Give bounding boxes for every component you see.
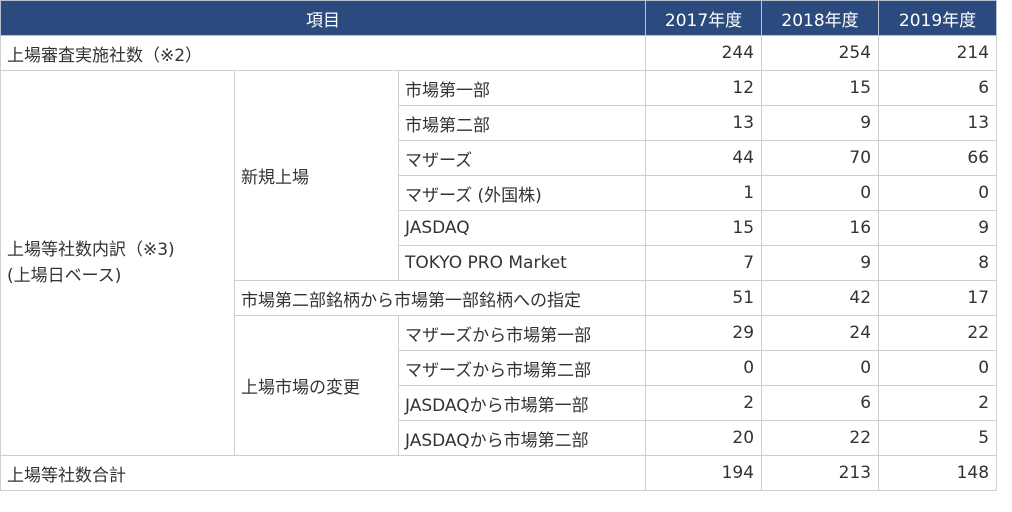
breakdown-label-line2: (上場日ベース): [7, 266, 122, 286]
table-row: TOKYO PRO Market 7 9 8: [1, 245, 998, 281]
sub-label: 市場第一部: [397, 70, 647, 106]
cell-value: 22: [878, 315, 998, 351]
breakdown-label-line1: 上場等社数内訳（※3): [7, 240, 175, 260]
cell-value: 7: [645, 245, 763, 281]
cell-value: 0: [761, 175, 880, 211]
row-label-designation: 市場第二部銘柄から市場第一部銘柄への指定: [233, 280, 647, 316]
listing-statistics-table-container: 項目 2017年度 2018年度 2019年度 上場審査実施社数（※2） 244…: [0, 0, 998, 491]
table-row: JASDAQから市場第二部 20 22 5: [1, 420, 998, 456]
cell-value: 9: [878, 210, 998, 246]
sub-label: マザーズ: [397, 140, 647, 176]
cell-value: 8: [878, 245, 998, 281]
cell-value: 12: [645, 70, 763, 106]
cell-value: 13: [645, 105, 763, 141]
table-row-total: 上場等社数合計 194 213 148: [0, 455, 998, 491]
cell-value: 42: [761, 280, 880, 316]
cell-value: 0: [878, 350, 998, 386]
cell-value: 6: [761, 385, 880, 421]
group-label-new-listing: 新規上場: [234, 70, 399, 281]
cell-value: 244: [645, 35, 763, 71]
header-year-2017: 2017年度: [645, 0, 763, 36]
cell-value: 15: [761, 70, 880, 106]
table-row-designation: 市場第二部銘柄から市場第一部銘柄への指定 51 42 17: [1, 280, 998, 316]
table-row: 上場等社数内訳（※3) (上場日ベース) 新規上場 市場第一部 12 15 6: [0, 70, 998, 456]
cell-value: 16: [761, 210, 880, 246]
cell-value: 254: [761, 35, 880, 71]
cell-value: 70: [761, 140, 880, 176]
cell-value: 0: [645, 350, 763, 386]
cell-value: 213: [761, 455, 880, 491]
sub-label: 市場第二部: [397, 105, 647, 141]
cell-value: 24: [761, 315, 880, 351]
cell-value: 1: [645, 175, 763, 211]
row-label-total: 上場等社数合計: [0, 455, 647, 491]
table-row: 上場市場の変更 マザーズから市場第一部 29 24 22: [1, 315, 998, 456]
table-row: JASDAQから市場第一部 2 6 2: [1, 385, 998, 421]
row-label-review: 上場審査実施社数（※2）: [0, 35, 647, 71]
cell-value: 13: [878, 105, 998, 141]
header-year-2019: 2019年度: [878, 0, 998, 36]
header-item: 項目: [0, 0, 647, 36]
cell-value: 214: [878, 35, 998, 71]
sub-label: JASDAQから市場第一部: [397, 385, 647, 421]
cell-value: 20: [645, 420, 763, 456]
cell-value: 0: [761, 350, 880, 386]
sub-label: マザーズ (外国株): [397, 175, 647, 211]
sub-label: JASDAQ: [397, 210, 647, 246]
cell-value: 66: [878, 140, 998, 176]
group-label-market-change: 上場市場の変更: [234, 315, 399, 456]
sub-label: TOKYO PRO Market: [397, 245, 647, 281]
cell-value: 2: [645, 385, 763, 421]
cell-value: 51: [645, 280, 763, 316]
cell-value: 5: [878, 420, 998, 456]
header-row: 項目 2017年度 2018年度 2019年度: [0, 0, 998, 36]
cell-value: 6: [878, 70, 998, 106]
table-row: マザーズから市場第二部 0 0 0: [1, 350, 998, 386]
sub-label: マザーズから市場第二部: [397, 350, 647, 386]
cell-value: 0: [878, 175, 998, 211]
sub-label: マザーズから市場第一部: [397, 315, 647, 351]
listing-statistics-table: 項目 2017年度 2018年度 2019年度 上場審査実施社数（※2） 244…: [0, 0, 998, 491]
cell-value: 22: [761, 420, 880, 456]
cell-value: 29: [645, 315, 763, 351]
header-year-2018: 2018年度: [761, 0, 880, 36]
cell-value: 17: [878, 280, 998, 316]
cell-value: 9: [761, 105, 880, 141]
row-label-breakdown: 上場等社数内訳（※3) (上場日ベース): [0, 70, 235, 456]
cell-value: 9: [761, 245, 880, 281]
cell-value: 194: [645, 455, 763, 491]
table-row: マザーズ (外国株) 1 0 0: [1, 175, 998, 211]
cell-value: 44: [645, 140, 763, 176]
sub-label: JASDAQから市場第二部: [397, 420, 647, 456]
cell-value: 15: [645, 210, 763, 246]
table-row: マザーズ 44 70 66: [1, 140, 998, 176]
table-row: JASDAQ 15 16 9: [1, 210, 998, 246]
cell-value: 148: [878, 455, 998, 491]
table-row-review: 上場審査実施社数（※2） 244 254 214: [0, 35, 998, 71]
cell-value: 2: [878, 385, 998, 421]
